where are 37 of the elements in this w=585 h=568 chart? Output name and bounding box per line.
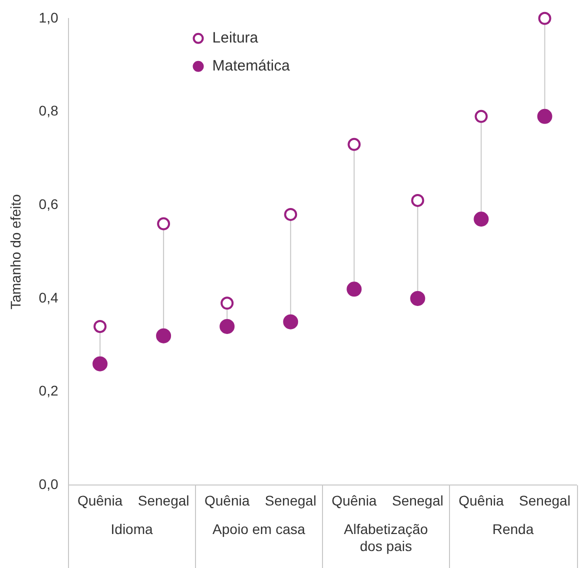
point (348, 138, 361, 151)
x-tick-label: Senegal (392, 492, 444, 508)
point (220, 296, 234, 310)
point (411, 194, 424, 207)
point (283, 314, 298, 330)
text: Idioma (110, 521, 154, 538)
point (474, 212, 489, 227)
x-tick-label: Senegal (519, 492, 570, 508)
point (92, 356, 108, 372)
text: Renda (492, 521, 534, 538)
x-tick-label: Senegal (138, 492, 190, 508)
point (220, 318, 235, 334)
y-tick-label: 0,6 (38, 196, 58, 212)
text: Alfabetização dos pais (344, 521, 428, 554)
y-tick-label: 0,8 (38, 102, 58, 119)
point (284, 208, 298, 221)
point (410, 290, 426, 306)
point (346, 282, 362, 297)
y-tick-label: 0,2 (38, 382, 58, 399)
point (537, 108, 552, 124)
x-tick-label: Quênia (204, 492, 250, 508)
y-tick-label: 0,0 (38, 476, 58, 492)
point (538, 12, 552, 25)
y-tick-label: 0,4 (38, 289, 58, 306)
text: Apoio em casa (212, 521, 306, 538)
x-tick-label: Quênia (458, 492, 504, 508)
point (474, 110, 488, 123)
legend-label: Leitura (212, 30, 259, 47)
legend-label: Matemática (212, 58, 290, 75)
point (157, 217, 170, 230)
x-tick-label: Quênia (332, 492, 377, 508)
x-tick-label: Quênia (77, 492, 123, 508)
y-axis-title: Tamanho do efeito (7, 194, 24, 310)
point (94, 320, 107, 333)
y-tick-label: 1,0 (38, 9, 58, 26)
x-tick-label: Senegal (264, 492, 316, 508)
point (156, 328, 172, 344)
